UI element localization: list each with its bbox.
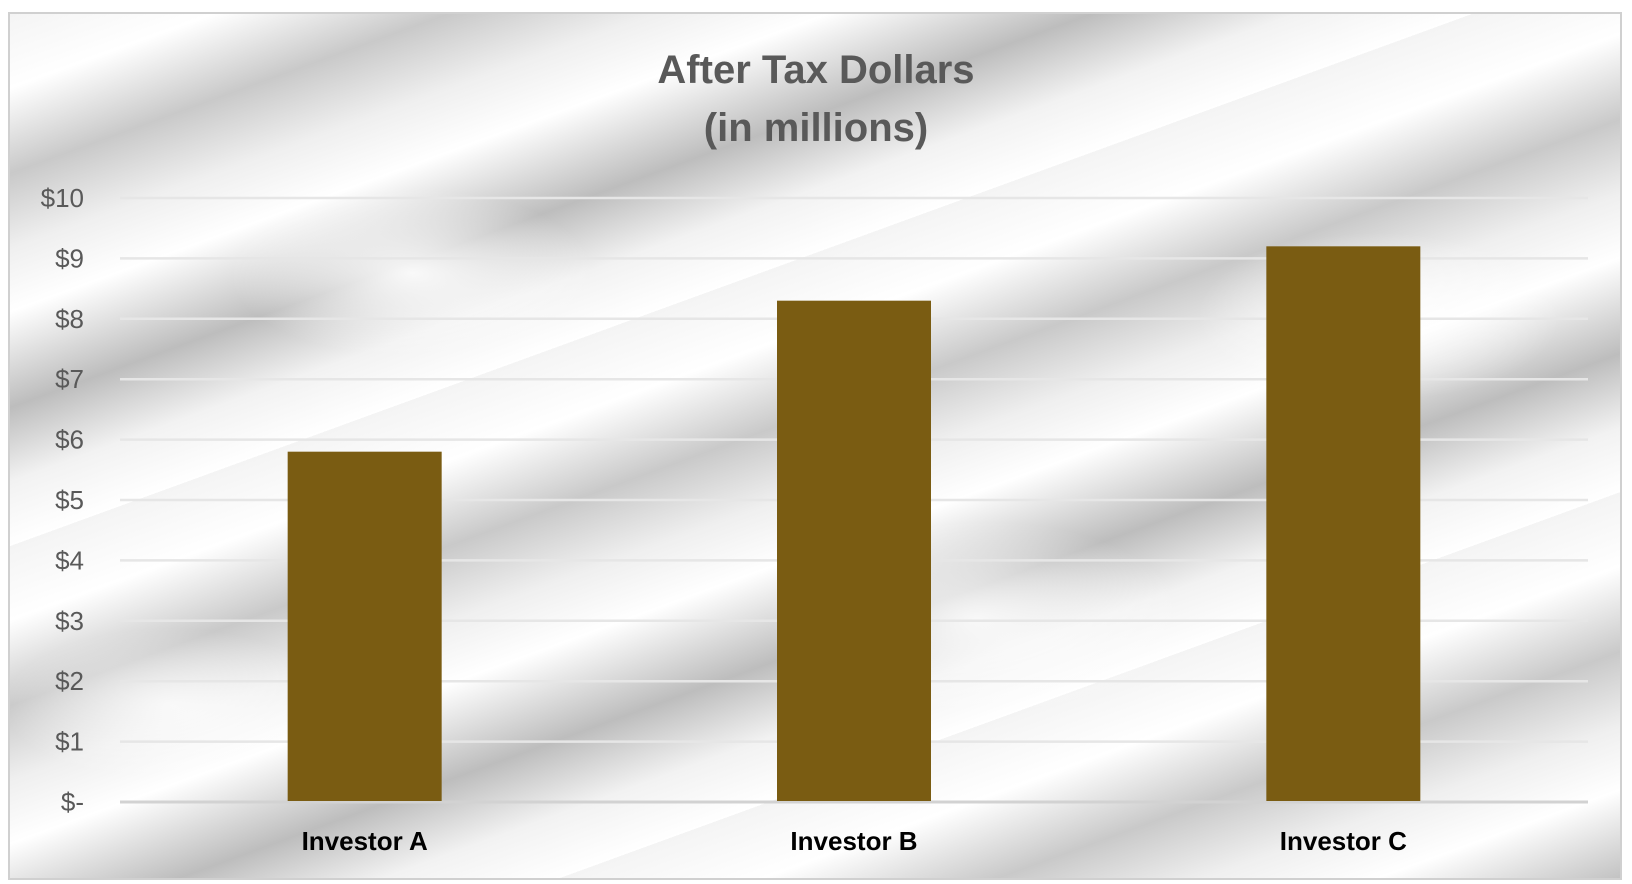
y-tick-label: $7 xyxy=(55,364,84,394)
y-tick-label: $3 xyxy=(55,606,84,636)
bar xyxy=(287,451,442,801)
y-tick-label: $8 xyxy=(55,304,84,334)
x-tick-label: Investor A xyxy=(302,826,428,856)
chart-subtitle: (in millions) xyxy=(704,106,928,150)
y-tick-label: $5 xyxy=(55,485,84,515)
y-tick-label: $4 xyxy=(55,545,84,575)
chart-title: After Tax Dollars xyxy=(657,48,974,92)
y-tick-label: $6 xyxy=(55,425,84,455)
y-tick-label: $1 xyxy=(55,727,84,757)
bar xyxy=(1266,246,1421,801)
bars xyxy=(287,246,1421,801)
bar xyxy=(777,300,931,801)
y-tick-label: $9 xyxy=(55,243,84,273)
x-axis-categories: Investor A Investor B Investor C xyxy=(302,826,1408,856)
x-tick-label: Investor B xyxy=(790,826,917,856)
y-tick-label: $2 xyxy=(55,666,84,696)
x-tick-label: Investor C xyxy=(1280,826,1407,856)
y-tick-label: $- xyxy=(61,787,84,817)
y-tick-label: $10 xyxy=(41,183,84,213)
y-axis-ticks: $- $1 $2 $3 $4 $5 $6 $7 $8 $9 $10 xyxy=(41,183,84,817)
